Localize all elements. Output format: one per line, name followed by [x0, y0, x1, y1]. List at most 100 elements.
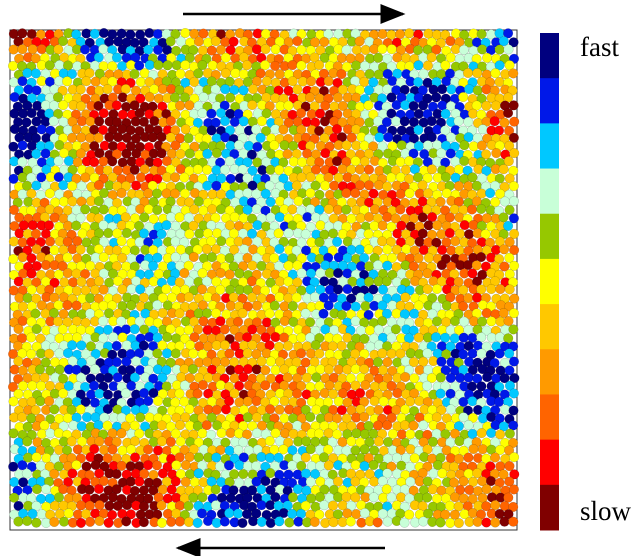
particle: [378, 44, 388, 54]
particle: [387, 44, 397, 54]
particle: [436, 148, 446, 158]
particle: [212, 453, 222, 463]
particle: [414, 61, 424, 71]
particle: [463, 68, 473, 78]
particle: [27, 108, 37, 118]
particle: [190, 205, 200, 215]
particle: [58, 100, 68, 110]
particle: [431, 332, 441, 342]
particle: [495, 349, 505, 359]
particle: [113, 276, 123, 286]
particle: [238, 165, 248, 175]
colorbar-segment: [540, 304, 559, 350]
particle: [98, 316, 108, 326]
particle: [68, 469, 78, 479]
particle: [491, 68, 501, 78]
particle: [220, 116, 230, 126]
particle: [364, 229, 374, 239]
particle: [347, 437, 357, 447]
particle: [266, 357, 276, 367]
particle: [76, 85, 86, 95]
particle: [216, 204, 226, 214]
particle: [154, 60, 164, 70]
particle: [492, 148, 502, 158]
particle: [176, 437, 186, 447]
particle: [203, 149, 213, 159]
particle: [360, 445, 370, 455]
particle: [112, 53, 122, 63]
particle: [364, 101, 374, 111]
particle: [121, 517, 131, 527]
particle: [73, 445, 83, 455]
particle: [284, 228, 294, 238]
particle: [18, 29, 28, 39]
particle: [239, 117, 249, 127]
particle: [316, 221, 326, 231]
particle: [297, 45, 307, 55]
particle: [18, 44, 28, 54]
particle: [36, 381, 46, 391]
particle: [436, 389, 446, 399]
particle: [153, 396, 163, 406]
particle: [450, 236, 460, 246]
particle: [397, 269, 407, 279]
particle: [334, 397, 344, 407]
particle: [117, 413, 127, 423]
particle: [266, 213, 276, 223]
particle: [175, 213, 185, 223]
particle: [333, 477, 343, 487]
particle: [63, 268, 73, 278]
particle: [166, 517, 176, 527]
particle: [50, 405, 60, 415]
particle: [240, 245, 250, 255]
particle: [175, 101, 185, 111]
particle: [364, 245, 374, 255]
particle: [437, 84, 447, 94]
particle: [373, 518, 383, 528]
particle: [361, 380, 371, 390]
particle: [355, 245, 365, 255]
particle: [54, 428, 64, 438]
particle: [275, 517, 285, 527]
particle: [454, 181, 464, 191]
particle: [504, 45, 514, 55]
particle: [374, 405, 384, 415]
particle: [171, 252, 181, 262]
particle: [10, 124, 20, 134]
particle: [44, 221, 54, 231]
particle: [388, 76, 398, 86]
particle: [103, 373, 113, 383]
particle: [26, 333, 36, 343]
particle: [18, 173, 28, 183]
particle: [306, 188, 316, 198]
particle: [77, 277, 87, 287]
particle: [351, 61, 361, 71]
particle: [429, 469, 439, 479]
particle: [321, 148, 331, 158]
particle: [288, 301, 298, 311]
particle: [509, 117, 519, 127]
particle: [252, 301, 262, 311]
particle: [482, 101, 492, 111]
particle: [437, 245, 447, 255]
particle: [217, 428, 227, 438]
particle: [148, 133, 158, 143]
particle: [220, 84, 230, 94]
particle: [72, 269, 82, 279]
particle: [271, 365, 281, 375]
particle: [32, 484, 42, 494]
particle: [293, 85, 303, 95]
particle: [176, 164, 186, 174]
particle: [9, 45, 19, 55]
particle: [306, 77, 316, 87]
particle: [306, 172, 316, 182]
particle: [377, 237, 387, 247]
particle: [171, 237, 181, 247]
particle: [153, 365, 163, 375]
particle: [341, 205, 351, 215]
particle: [464, 117, 474, 127]
particle: [136, 77, 146, 87]
particle: [54, 45, 64, 55]
particle: [76, 101, 86, 111]
particle: [261, 44, 271, 54]
